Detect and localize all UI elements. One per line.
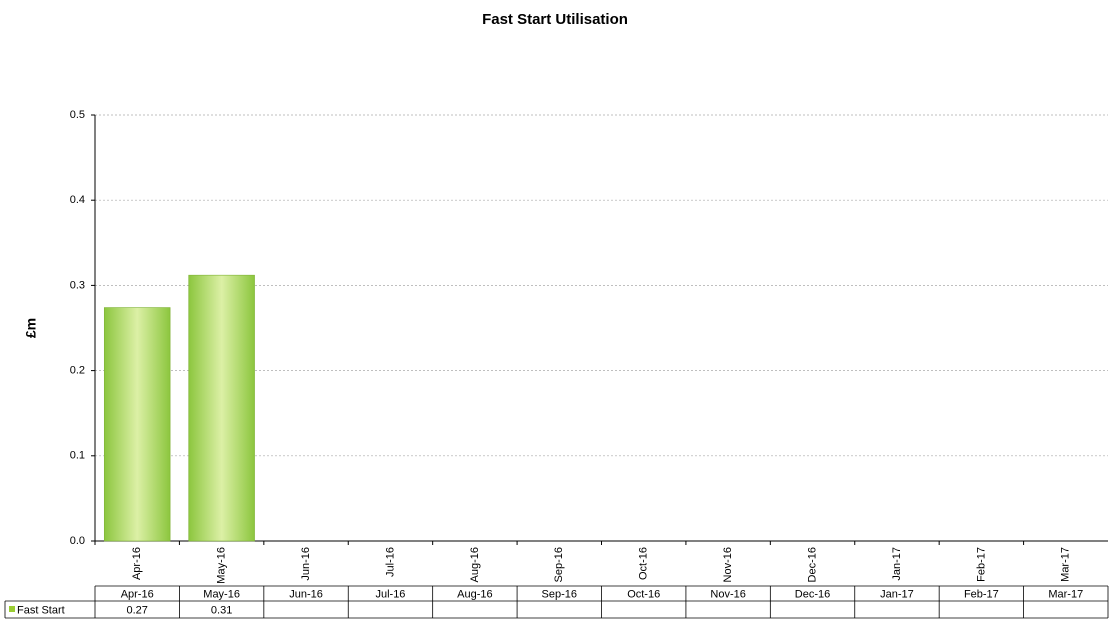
table-value: 0.27 xyxy=(126,604,147,616)
table-header: Apr-16 xyxy=(121,588,154,600)
x-tick-label: Mar-17 xyxy=(1060,547,1072,582)
x-tick-label: Feb-17 xyxy=(975,547,987,582)
table-header: Jan-17 xyxy=(880,588,914,600)
table-header: Mar-17 xyxy=(1048,588,1083,600)
x-tick-label: Jun-16 xyxy=(300,547,312,581)
x-tick-label: Apr-16 xyxy=(131,547,143,580)
legend-label: Fast Start xyxy=(17,604,65,616)
y-tick-label: 0.0 xyxy=(70,535,85,547)
x-tick-label: May-16 xyxy=(216,547,228,584)
table-header: Jun-16 xyxy=(289,588,323,600)
table-value: 0.31 xyxy=(211,604,232,616)
table-header: Sep-16 xyxy=(542,588,577,600)
chart-title: Fast Start Utilisation xyxy=(482,11,628,28)
table-header: Aug-16 xyxy=(457,588,492,600)
y-axis-label: £m xyxy=(23,318,39,338)
table-header: Feb-17 xyxy=(964,588,999,600)
bar xyxy=(103,307,171,542)
y-tick-label: 0.1 xyxy=(70,450,85,462)
y-tick-label: 0.3 xyxy=(70,279,85,291)
table-header: Dec-16 xyxy=(795,588,830,600)
table-header: Oct-16 xyxy=(627,588,660,600)
table-header: Jul-16 xyxy=(375,588,405,600)
y-tick-label: 0.5 xyxy=(70,109,85,121)
x-tick-label: Sep-16 xyxy=(553,547,565,582)
y-tick-label: 0.2 xyxy=(70,365,85,377)
table-header: Nov-16 xyxy=(710,588,745,600)
bar xyxy=(188,274,255,542)
x-tick-label: Jan-17 xyxy=(891,547,903,581)
legend-swatch xyxy=(9,606,15,612)
x-tick-label: Jul-16 xyxy=(384,547,396,577)
x-tick-label: Aug-16 xyxy=(469,547,481,582)
x-tick-label: Oct-16 xyxy=(638,547,650,580)
y-tick-label: 0.4 xyxy=(70,194,85,206)
x-tick-label: Dec-16 xyxy=(806,547,818,582)
table-header: May-16 xyxy=(203,588,240,600)
x-tick-label: Nov-16 xyxy=(722,547,734,582)
